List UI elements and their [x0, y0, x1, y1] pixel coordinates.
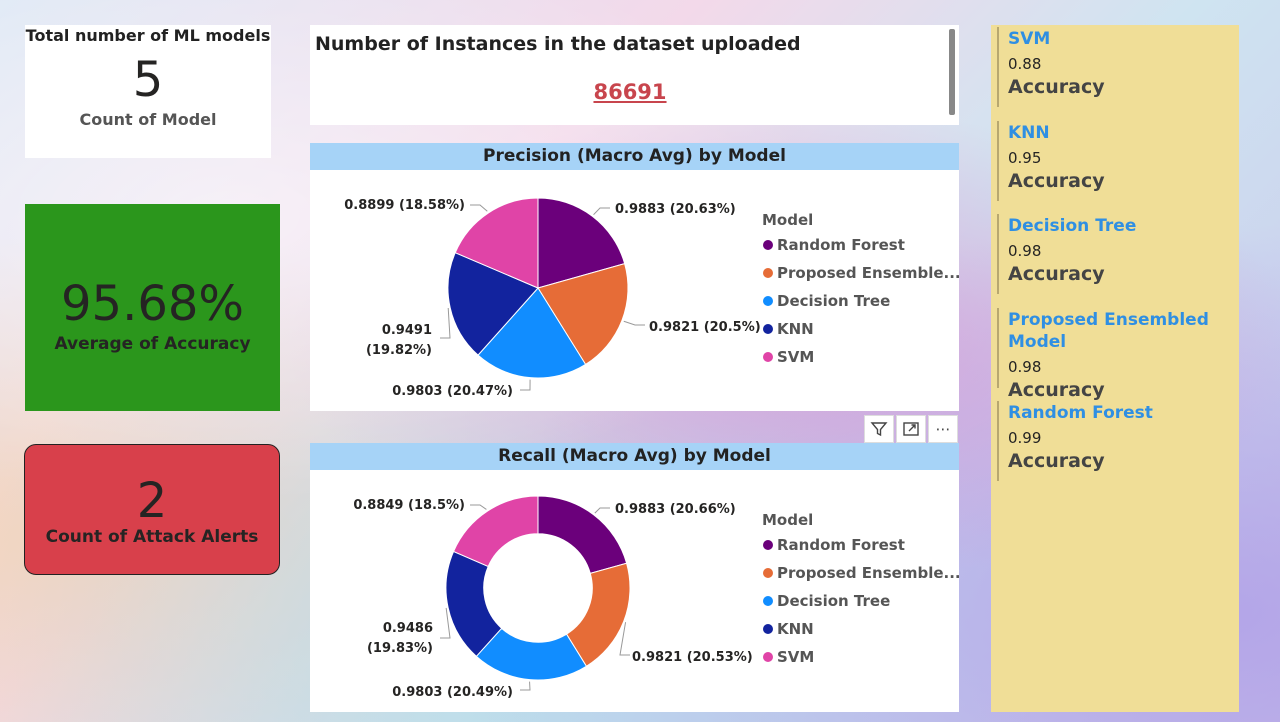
legend-item[interactable]: Decision Tree: [777, 592, 890, 610]
recall-donut-svg: 0.9883 (20.66%) 0.9821 (20.53%) 0.9803 (20…: [353, 495, 959, 700]
scrollbar[interactable]: [949, 29, 955, 115]
model-accuracy-value: 0.98: [1008, 358, 1042, 376]
legend-marker: [763, 540, 773, 550]
average-accuracy-value: 95.68%: [60, 276, 245, 332]
legend-marker: [763, 324, 773, 334]
legend-item[interactable]: Random Forest: [777, 236, 905, 254]
data-label: (19.82%): [366, 343, 432, 358]
data-label: 0.8849 (18.5%): [353, 498, 465, 513]
legend-item[interactable]: SVM: [777, 348, 814, 366]
legend-marker: [763, 624, 773, 634]
legend-item[interactable]: Proposed Ensemble...: [777, 264, 959, 282]
model-name: SVM: [1008, 29, 1051, 49]
model-accuracy-card[interactable]: Proposed Ensembled Model 0.98 Accuracy: [997, 308, 1237, 401]
legend-item[interactable]: Proposed Ensemble...: [777, 564, 959, 582]
card-title: Total number of ML models: [25, 26, 271, 45]
data-label: 0.9803 (20.49%): [392, 685, 513, 700]
instances-card[interactable]: Number of Instances in the dataset uploa…: [310, 25, 959, 125]
instances-title: Number of Instances in the dataset uploa…: [315, 33, 801, 55]
model-accuracy-panel: SVM 0.88 Accuracy KNN 0.95 Accuracy Deci…: [991, 25, 1239, 712]
instances-value[interactable]: 86691: [593, 80, 667, 104]
slice-svm[interactable]: [452, 495, 539, 568]
model-name: Proposed Ensembled Model: [1008, 310, 1209, 352]
data-label: 0.9486: [383, 621, 433, 636]
model-accuracy-value: 0.88: [1008, 55, 1042, 73]
legend-marker: [763, 268, 773, 278]
slice-random-forest[interactable]: [537, 495, 628, 574]
legend-title: Model: [762, 511, 813, 529]
leader-line: [470, 504, 487, 510]
legend-marker: [763, 652, 773, 662]
model-accuracy-label: Accuracy: [1008, 450, 1105, 472]
chart-title: Recall (Macro Avg) by Model: [310, 443, 959, 470]
slice-svm[interactable]: [454, 197, 539, 289]
legend-marker: [763, 296, 773, 306]
model-accuracy-card[interactable]: Decision Tree 0.98 Accuracy: [997, 214, 1237, 294]
precision-chart[interactable]: Precision (Macro Avg) by Model 0.9883 (2…: [310, 143, 959, 411]
precision-pie-svg: 0.9883 (20.63%) 0.9821 (20.5%) 0.9803 (20.…: [344, 197, 959, 399]
model-accuracy-card[interactable]: SVM 0.88 Accuracy: [997, 27, 1237, 107]
chart-title: Precision (Macro Avg) by Model: [310, 143, 959, 170]
focus-mode-icon[interactable]: [896, 415, 926, 443]
model-count-value: 5: [132, 52, 164, 108]
leader-line: [623, 320, 645, 326]
legend-title: Model: [762, 211, 813, 229]
model-accuracy-card[interactable]: Random Forest 0.99 Accuracy: [997, 401, 1237, 481]
legend-item[interactable]: Random Forest: [777, 536, 905, 554]
model-name: Decision Tree: [1008, 216, 1137, 236]
leader-line: [440, 607, 451, 639]
model-accuracy-value: 0.99: [1008, 429, 1042, 447]
leader-line: [593, 207, 610, 216]
legend-marker: [763, 240, 773, 250]
data-label: 0.9821 (20.5%): [649, 320, 761, 335]
model-accuracy-label: Accuracy: [1008, 170, 1105, 192]
model-accuracy-value: 0.98: [1008, 242, 1042, 260]
attack-alerts-card[interactable]: 2 Count of Attack Alerts: [24, 444, 280, 575]
legend-item[interactable]: KNN: [777, 320, 814, 338]
leader-line: [520, 379, 531, 391]
legend-marker: [763, 596, 773, 606]
leader-line: [470, 204, 488, 212]
model-name: KNN: [1008, 123, 1050, 143]
legend-item[interactable]: KNN: [777, 620, 814, 638]
card-label: Average of Accuracy: [54, 334, 251, 354]
data-label: 0.9803 (20.47%): [392, 384, 513, 399]
leader-line: [619, 622, 630, 656]
slice-knn[interactable]: [447, 252, 539, 356]
card-label: Count of Attack Alerts: [45, 527, 259, 547]
leader-line: [520, 681, 531, 691]
legend-item[interactable]: Decision Tree: [777, 292, 890, 310]
slice-random-forest[interactable]: [537, 197, 626, 289]
recall-chart[interactable]: Recall (Macro Avg) by Model 0.9883 (20.6…: [310, 443, 959, 712]
visual-header-toolbar: ⋯: [864, 415, 959, 443]
leader-line: [440, 307, 451, 339]
data-label: (19.83%): [367, 641, 433, 656]
legend-item[interactable]: SVM: [777, 648, 814, 666]
model-accuracy-label: Accuracy: [1008, 76, 1105, 98]
model-accuracy-card[interactable]: KNN 0.95 Accuracy: [997, 121, 1237, 201]
attack-alerts-value: 2: [136, 473, 168, 529]
more-options-icon[interactable]: ⋯: [928, 415, 958, 443]
model-accuracy-label: Accuracy: [1008, 379, 1105, 401]
data-label: 0.9883 (20.63%): [615, 202, 736, 217]
slice-decision-tree[interactable]: [477, 287, 587, 379]
data-label: 0.9491: [382, 323, 432, 338]
model-accuracy-value: 0.95: [1008, 149, 1042, 167]
slice-proposed-ensemble[interactable]: [537, 263, 629, 366]
legend-marker: [763, 568, 773, 578]
data-label: 0.9821 (20.53%): [632, 650, 753, 665]
model-name: Random Forest: [1008, 403, 1153, 423]
card-label: Count of Model: [79, 110, 217, 129]
filter-icon[interactable]: [864, 415, 894, 443]
data-label: 0.8899 (18.58%): [344, 198, 465, 213]
average-accuracy-card[interactable]: 95.68% Average of Accuracy: [25, 204, 280, 411]
model-accuracy-label: Accuracy: [1008, 263, 1105, 285]
legend-marker: [763, 352, 773, 362]
data-label: 0.9883 (20.66%): [615, 502, 736, 517]
leader-line: [594, 507, 610, 514]
model-count-card[interactable]: Total number of ML models 5 Count of Mod…: [25, 25, 271, 158]
